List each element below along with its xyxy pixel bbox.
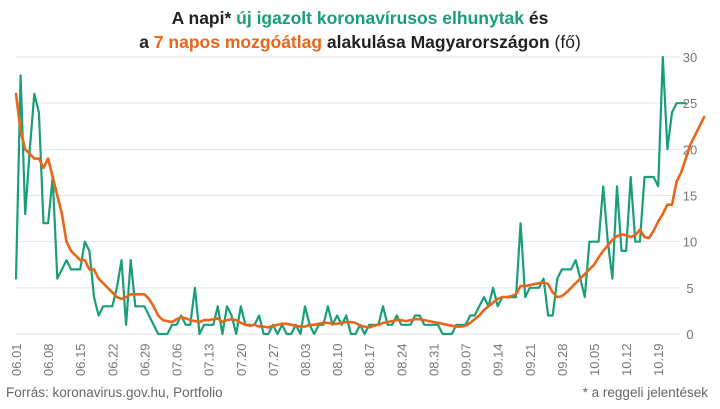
x-tick-label-10.05: 10.05 xyxy=(587,343,602,376)
source-note: Forrás: koronavirus.gov.hu, Portfolio xyxy=(6,385,223,400)
y-tick-label-10: 10 xyxy=(683,235,697,250)
title-line-2: a 7 napos mozgóátlag alakulása Magyarors… xyxy=(0,30,720,54)
title-text-3: a xyxy=(139,32,154,52)
chart-title: A napi* új igazolt koronavírusos elhunyt… xyxy=(0,6,720,54)
series-line-average xyxy=(14,92,706,329)
x-tick-label-07.13: 07.13 xyxy=(202,343,217,376)
x-tick-label-10.19: 10.19 xyxy=(651,343,666,376)
x-tick-label-09.07: 09.07 xyxy=(459,343,474,376)
y-tick-label-0: 0 xyxy=(686,327,693,342)
x-tick-label-06.15: 06.15 xyxy=(73,343,88,376)
title-line-1: A napi* új igazolt koronavírusos elhunyt… xyxy=(0,6,720,30)
series-line-daily xyxy=(14,55,687,336)
x-tick-label-06.22: 06.22 xyxy=(105,343,120,376)
title-highlight-daily: új igazolt koronavírusos elhunytak xyxy=(236,8,524,28)
title-text-2: és xyxy=(524,8,549,28)
footnote: * a reggeli jelentések xyxy=(582,385,708,400)
x-tick-label-06.01: 06.01 xyxy=(9,343,24,376)
x-tick-label-09.21: 09.21 xyxy=(523,343,538,376)
y-tick-label-15: 15 xyxy=(683,189,697,204)
x-tick-label-09.14: 09.14 xyxy=(491,343,506,376)
x-tick-label-07.27: 07.27 xyxy=(266,343,281,376)
title-text-4: alakulása Magyarországon xyxy=(322,32,550,52)
x-tick-label-06.29: 06.29 xyxy=(137,343,152,376)
x-tick-label-08.03: 08.03 xyxy=(298,343,313,376)
x-tick-label-10.12: 10.12 xyxy=(619,343,634,376)
x-tick-label-07.20: 07.20 xyxy=(234,343,249,376)
x-tick-label-08.10: 08.10 xyxy=(330,343,345,376)
x-tick-label-08.31: 08.31 xyxy=(426,343,441,376)
x-tick-label-08.24: 08.24 xyxy=(394,343,409,376)
y-tick-label-30: 30 xyxy=(683,50,697,65)
x-tick-label-06.08: 06.08 xyxy=(41,343,56,376)
y-tick-label-5: 5 xyxy=(686,281,693,296)
x-tick-label-07.06: 07.06 xyxy=(170,343,185,376)
y-tick-label-25: 25 xyxy=(683,96,697,111)
title-highlight-average: 7 napos mozgóátlag xyxy=(153,32,323,52)
title-unit: (fő) xyxy=(549,32,581,52)
title-text-1: A napi* xyxy=(171,8,237,28)
x-tick-label-09.28: 09.28 xyxy=(555,343,570,376)
x-tick-label-08.17: 08.17 xyxy=(362,343,377,376)
